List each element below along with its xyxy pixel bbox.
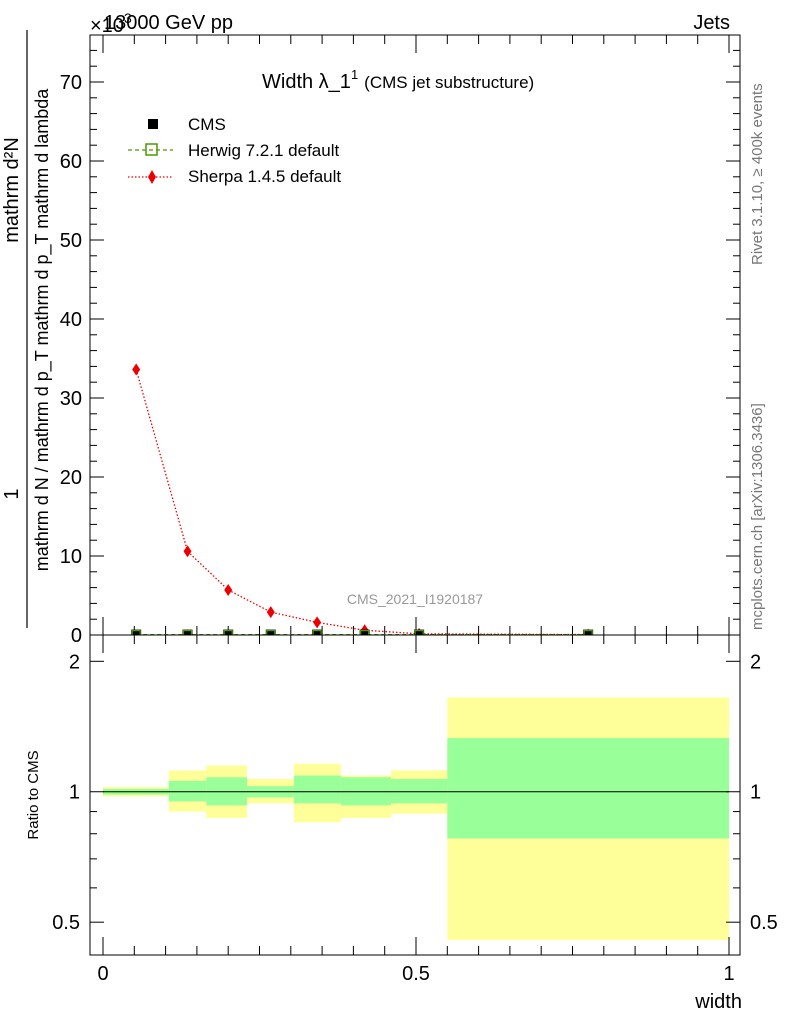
header-right: Jets	[693, 12, 730, 34]
analysis-watermark: CMS_2021_I1920187	[347, 591, 483, 607]
y-tick-label: 40	[60, 309, 82, 331]
y-tick-label: 10	[60, 546, 82, 568]
ratio-y-tick-label-right: 2	[750, 651, 761, 673]
legend: CMS Herwig 7.2.1 default Sherpa 1.4.5 de…	[128, 115, 341, 186]
ratio-band-green	[293, 775, 341, 804]
y-tick-label: 50	[60, 230, 82, 252]
cms-point	[414, 629, 425, 635]
svg-text:mathrm d²N: mathrm d²N	[1, 137, 23, 243]
ratio-y-tick-label: 2	[69, 651, 80, 673]
sherpa-point	[224, 583, 233, 596]
svg-text:mathrm d N / mathrm d p_T math: mathrm d N / mathrm d p_T mathrm d p_T m…	[32, 88, 53, 571]
cms-point	[131, 629, 142, 635]
legend-label-herwig: Herwig 7.2.1 default	[188, 141, 339, 160]
x-tick-label: 0.5	[402, 963, 430, 985]
svg-text:1: 1	[1, 488, 23, 499]
cms-point	[583, 629, 594, 635]
sherpa-point	[266, 606, 275, 619]
top-ylabel: 1 mathrm d²N mathrm d N / mathrm d p_T m…	[1, 30, 53, 628]
rivet-label: Rivet 3.1.10, ≥ 400k events	[749, 83, 766, 265]
ratio-y-tick-label: 1	[69, 782, 80, 804]
cms-point	[223, 629, 234, 635]
mcplots-label: mcplots.cern.ch [arXiv:1306.3436]	[749, 403, 766, 630]
ratio-frame	[89, 634, 741, 956]
top-panel: 0 10 20 30 40 50 60 70	[60, 34, 741, 647]
ratio-bands	[103, 697, 729, 940]
legend-marker-cms	[148, 119, 158, 129]
ratio-y-tick-label: 0.5	[52, 912, 80, 934]
ratio-band-green	[447, 738, 729, 839]
cms-point	[182, 629, 193, 635]
x-tick-label: 1	[723, 963, 734, 985]
y-tick-label: 70	[60, 72, 82, 94]
ratio-y-tick-label-right: 0.5	[750, 912, 778, 934]
sherpa-point	[132, 363, 141, 376]
sherpa-point	[183, 545, 192, 558]
exponent-label: ×103	[90, 10, 132, 37]
header-left: 13000 GeV pp	[104, 12, 233, 34]
x-tick-label: 0	[97, 963, 108, 985]
sherpa-line	[135, 369, 589, 635]
ratio-band-green	[168, 780, 207, 802]
ratio-panel: 0.5 0.5 1 1 2 2 0 0.5 1	[52, 634, 778, 985]
y-tick-label: 20	[60, 467, 82, 489]
y-tick-label: 60	[60, 151, 82, 173]
ratio-band-green	[390, 779, 448, 804]
x-axis-label: width	[694, 991, 742, 1013]
chart-title: Width λ_11 (CMS jet substructure)	[262, 67, 534, 93]
cms-point	[359, 629, 370, 635]
legend-marker-sherpa	[148, 170, 156, 184]
legend-marker-herwig	[145, 143, 158, 156]
legend-label-cms: CMS	[188, 115, 226, 134]
sherpa-point	[313, 616, 322, 629]
legend-label-sherpa: Sherpa 1.4.5 default	[188, 167, 341, 186]
y-tick-label: 0	[71, 625, 82, 647]
cms-point	[312, 629, 323, 635]
ratio-ylabel: Ratio to CMS	[25, 750, 42, 839]
y-tick-label: 30	[60, 388, 82, 410]
cms-point	[265, 629, 276, 635]
ratio-y-tick-label-right: 1	[750, 782, 761, 804]
